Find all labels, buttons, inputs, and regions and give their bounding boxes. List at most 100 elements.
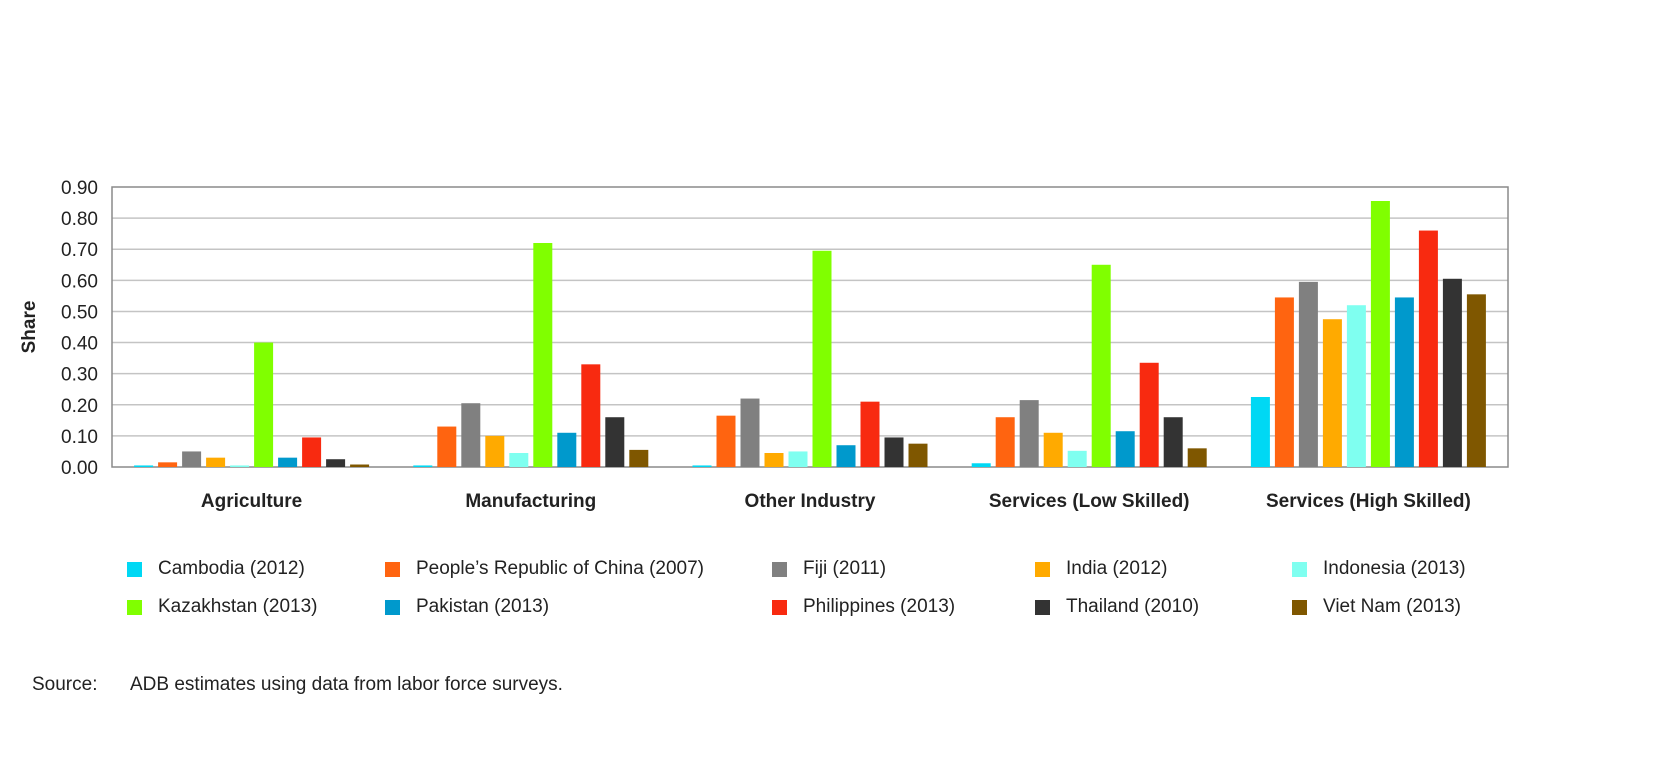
y-tick-label: 0.70 (61, 240, 98, 261)
legend-item: India (2012) (1035, 558, 1167, 580)
y-tick-label: 0.90 (61, 178, 98, 199)
legend-label: Indonesia (2013) (1323, 558, 1466, 579)
bar-pakistan (278, 457, 298, 467)
legend-item: Indonesia (2013) (1292, 558, 1466, 580)
y-tick-label: 0.60 (61, 271, 98, 292)
legend-label: Cambodia (2012) (158, 558, 305, 579)
bar-thailand (605, 417, 625, 467)
bar-india (485, 435, 505, 467)
category-label: Other Industry (745, 491, 876, 512)
y-tick-label: 0.20 (61, 396, 98, 417)
bar-cambodia (1250, 397, 1270, 467)
legend-swatch (1035, 599, 1050, 615)
legend-swatch (1292, 599, 1307, 615)
bar-indonesia (509, 453, 529, 467)
bar-fiji (461, 403, 481, 467)
legend-swatch (385, 599, 400, 615)
legend-label: People’s Republic of China (2007) (416, 558, 704, 579)
legend-label: Philippines (2013) (803, 596, 956, 617)
bar-indonesia (788, 451, 808, 467)
bar-cambodia (134, 465, 154, 467)
bar-peoples (716, 415, 736, 467)
bar-india (1322, 319, 1342, 467)
category-label: Agriculture (201, 491, 302, 512)
bar-peoples (1274, 297, 1294, 467)
legend-label: India (2012) (1066, 558, 1168, 579)
bar-fiji (1019, 400, 1039, 467)
category-label: Services (High Skilled) (1266, 491, 1471, 512)
legend-label: Pakistan (2013) (416, 596, 550, 617)
bar-philippines (1418, 230, 1438, 467)
legend-swatch (772, 561, 787, 577)
bar-fiji (1298, 281, 1318, 467)
legend-label: Fiji (2011) (803, 558, 887, 579)
bar-india (764, 453, 784, 467)
legend-swatch (127, 561, 142, 577)
legend-item: Fiji (2011) (772, 558, 886, 580)
bar-indonesia (1346, 305, 1366, 467)
legend-item: Pakistan (2013) (385, 596, 549, 618)
bar-kazakhstan (812, 250, 832, 467)
bar-pakistan (557, 432, 577, 467)
legend-label: Viet Nam (2013) (1323, 596, 1461, 617)
y-tick-label: 0.40 (61, 334, 98, 355)
bar-thailand (1442, 278, 1462, 467)
bar-chart: 0.00 0.10 0.20 0.30 0.40 0.50 0.60 0.70 0.80 0.90… (19, 178, 1509, 512)
bar-pakistan (1394, 297, 1414, 467)
bar-kazakhstan (254, 342, 274, 467)
bar-philippines (581, 364, 601, 467)
bar-thailand (1163, 417, 1183, 467)
y-tick-label: 0.80 (61, 209, 98, 230)
bar-cambodia (692, 465, 712, 467)
category-label: Manufacturing (465, 491, 596, 512)
bar-indonesia (230, 465, 250, 467)
legend-swatch (772, 599, 787, 615)
bar-kazakhstan (533, 243, 553, 467)
legend-swatch (385, 561, 400, 577)
bar-kazakhstan (1091, 264, 1111, 467)
legend-item: Cambodia (2012) (127, 558, 305, 580)
legend-item: Viet Nam (2013) (1292, 596, 1461, 618)
legend-label: Thailand (2010) (1066, 596, 1200, 617)
y-tick-label: 0.50 (61, 302, 98, 323)
legend-item: Philippines (2013) (772, 596, 955, 618)
bar-fiji (740, 398, 760, 467)
plot-frame (111, 186, 1509, 468)
bar-philippines (302, 437, 322, 467)
bar-peoples (158, 462, 178, 467)
legend-item: Kazakhstan (2013) (127, 596, 318, 618)
bar-cambodia (413, 465, 433, 467)
bar-peoples (995, 417, 1015, 467)
bar-pakistan (836, 445, 856, 467)
bar-thailand (326, 459, 346, 467)
bar-thailand (884, 437, 904, 467)
y-tick-label: 0.30 (61, 365, 98, 386)
bar-fiji (182, 451, 202, 467)
bar-cambodia (971, 463, 991, 467)
bar-kazakhstan (1370, 201, 1390, 467)
bar-indonesia (1067, 450, 1087, 467)
y-axis-label: Share (19, 301, 40, 354)
source-text: ADB estimates using data from labor forc… (130, 674, 563, 695)
bar-viet (629, 449, 649, 467)
legend-label: Kazakhstan (2013) (158, 596, 318, 617)
y-tick-label: 0.10 (61, 427, 98, 448)
legend-item: People’s Republic of China (2007) (385, 558, 704, 580)
bar-india (1043, 432, 1063, 467)
category-label: Services (Low Skilled) (989, 491, 1190, 512)
bar-viet (908, 443, 928, 467)
source-label: Source: (32, 674, 98, 695)
bar-philippines (1139, 362, 1159, 467)
bar-peoples (437, 426, 457, 467)
bar-viet (1466, 294, 1486, 467)
legend-swatch (127, 599, 142, 615)
bar-viet (1187, 448, 1207, 467)
legend-swatch (1292, 561, 1307, 577)
bar-pakistan (1115, 431, 1135, 467)
legend-item: Thailand (2010) (1035, 596, 1199, 618)
legend-swatch (1035, 561, 1050, 577)
bar-viet (350, 464, 370, 467)
bar-philippines (860, 401, 880, 467)
y-tick-label: 0.00 (61, 458, 98, 479)
